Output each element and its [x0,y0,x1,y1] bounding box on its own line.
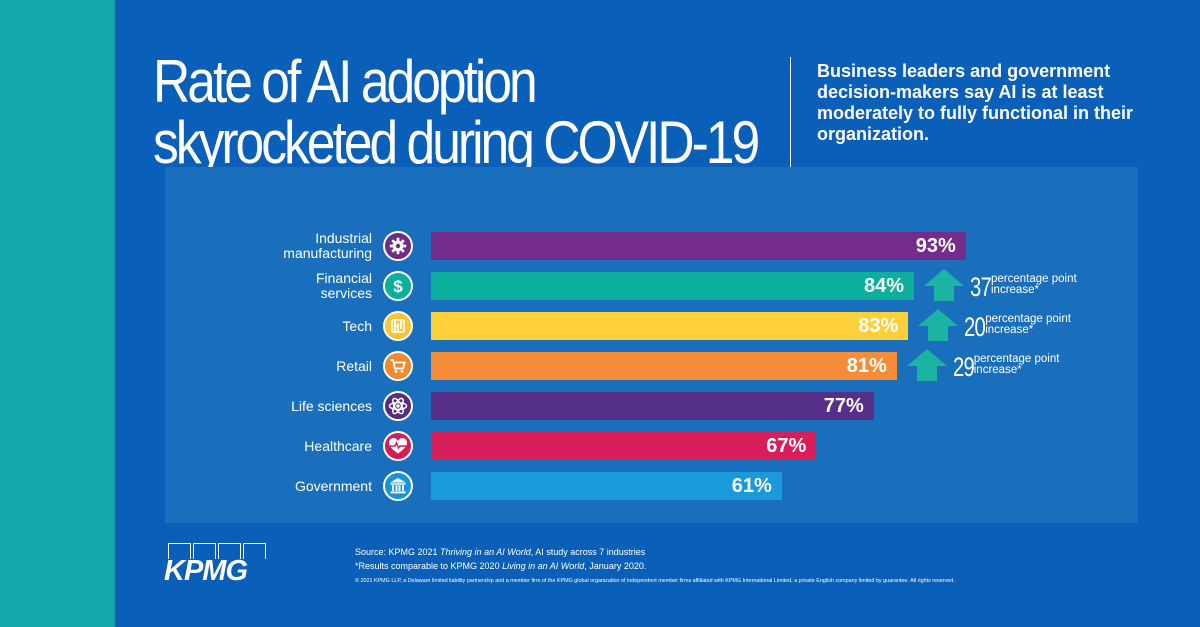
increase-points: 29 [952,352,975,382]
kpmg-logo-boxes [168,543,266,559]
category-label-financial-services: Financial services [315,270,372,301]
source-line-title: Thriving in an AI World [440,547,531,557]
increase-points: 37 [970,272,992,302]
gear-icon [383,231,413,261]
bar-retail: 81% [431,352,897,380]
increase-caption: percentage point increase* [973,353,1060,376]
increase-arrow-icon [906,349,947,386]
bar-value-label: 84% [863,275,904,297]
atom-icon [383,391,413,421]
comparison-note-title: Living in an AI World [502,561,585,571]
bar-tech: 83% [431,312,909,340]
increase-arrow-icon [924,269,964,306]
chip-icon [383,311,413,341]
copyright-line: © 2021 KPMG LLP, a Delaware limited liab… [355,578,955,584]
category-label-tech: Tech [342,317,372,334]
bar-value-label: 61% [731,475,772,497]
comparison-note-prefix: *Results comparable to KPMG 2020 [355,561,503,571]
bar-value-label: 83% [858,315,899,337]
bar-healthcare: 67% [431,432,817,460]
page-title: Rate of AI adoption skyrocketed during C… [153,48,760,176]
svg-text:$: $ [393,277,403,295]
dollar-icon: $ [383,271,413,301]
category-label-retail: Retail [336,357,372,374]
kpmg-logo: KPMG [164,543,268,587]
increase-caption: percentage point increase* [991,273,1077,296]
bar-value-label: 93% [915,235,956,257]
increase-arrow-icon [918,309,959,346]
left-accent-stripe [0,0,115,627]
category-label-government: Government [294,477,372,494]
bar-financial-services: 84% [431,272,914,300]
bar-value-label: 77% [823,395,864,417]
comparison-note: *Results comparable to KPMG 2020 Living … [355,559,1115,573]
cart-icon [383,351,413,381]
increase-caption: percentage point increase* [985,313,1071,336]
kpmg-logo-text: KPMG [164,555,248,587]
subtitle: Business leaders and government decision… [817,61,1134,144]
title-divider [790,57,791,194]
increase-points: 20 [964,312,986,342]
bar-value-label: 81% [846,355,887,377]
source-line-suffix: , AI study across 7 industries [530,547,646,557]
category-label-healthcare: Healthcare [304,437,372,454]
heart-icon [383,431,413,461]
category-label-life-sciences: Life sciences [291,397,372,414]
source-notes: Source: KPMG 2021 Thriving in an AI Worl… [355,545,1115,585]
source-line: Source: KPMG 2021 Thriving in an AI Worl… [355,545,1115,559]
bar-industrial-manufacturing: 93% [431,232,966,260]
bank-icon [383,471,413,501]
title-line-1: Rate of AI adoption [153,48,538,115]
category-label-industrial-manufacturing: Industrial manufacturing [283,230,372,261]
bar-value-label: 67% [766,435,807,457]
bar-government: 61% [431,472,782,500]
bar-life-sciences: 77% [431,392,874,420]
source-line-prefix: Source: KPMG 2021 [355,547,441,557]
title-line-2: skyrocketed during COVID-19 [153,109,760,176]
chart-panel [165,167,1138,523]
comparison-note-suffix: , January 2020. [584,561,647,571]
